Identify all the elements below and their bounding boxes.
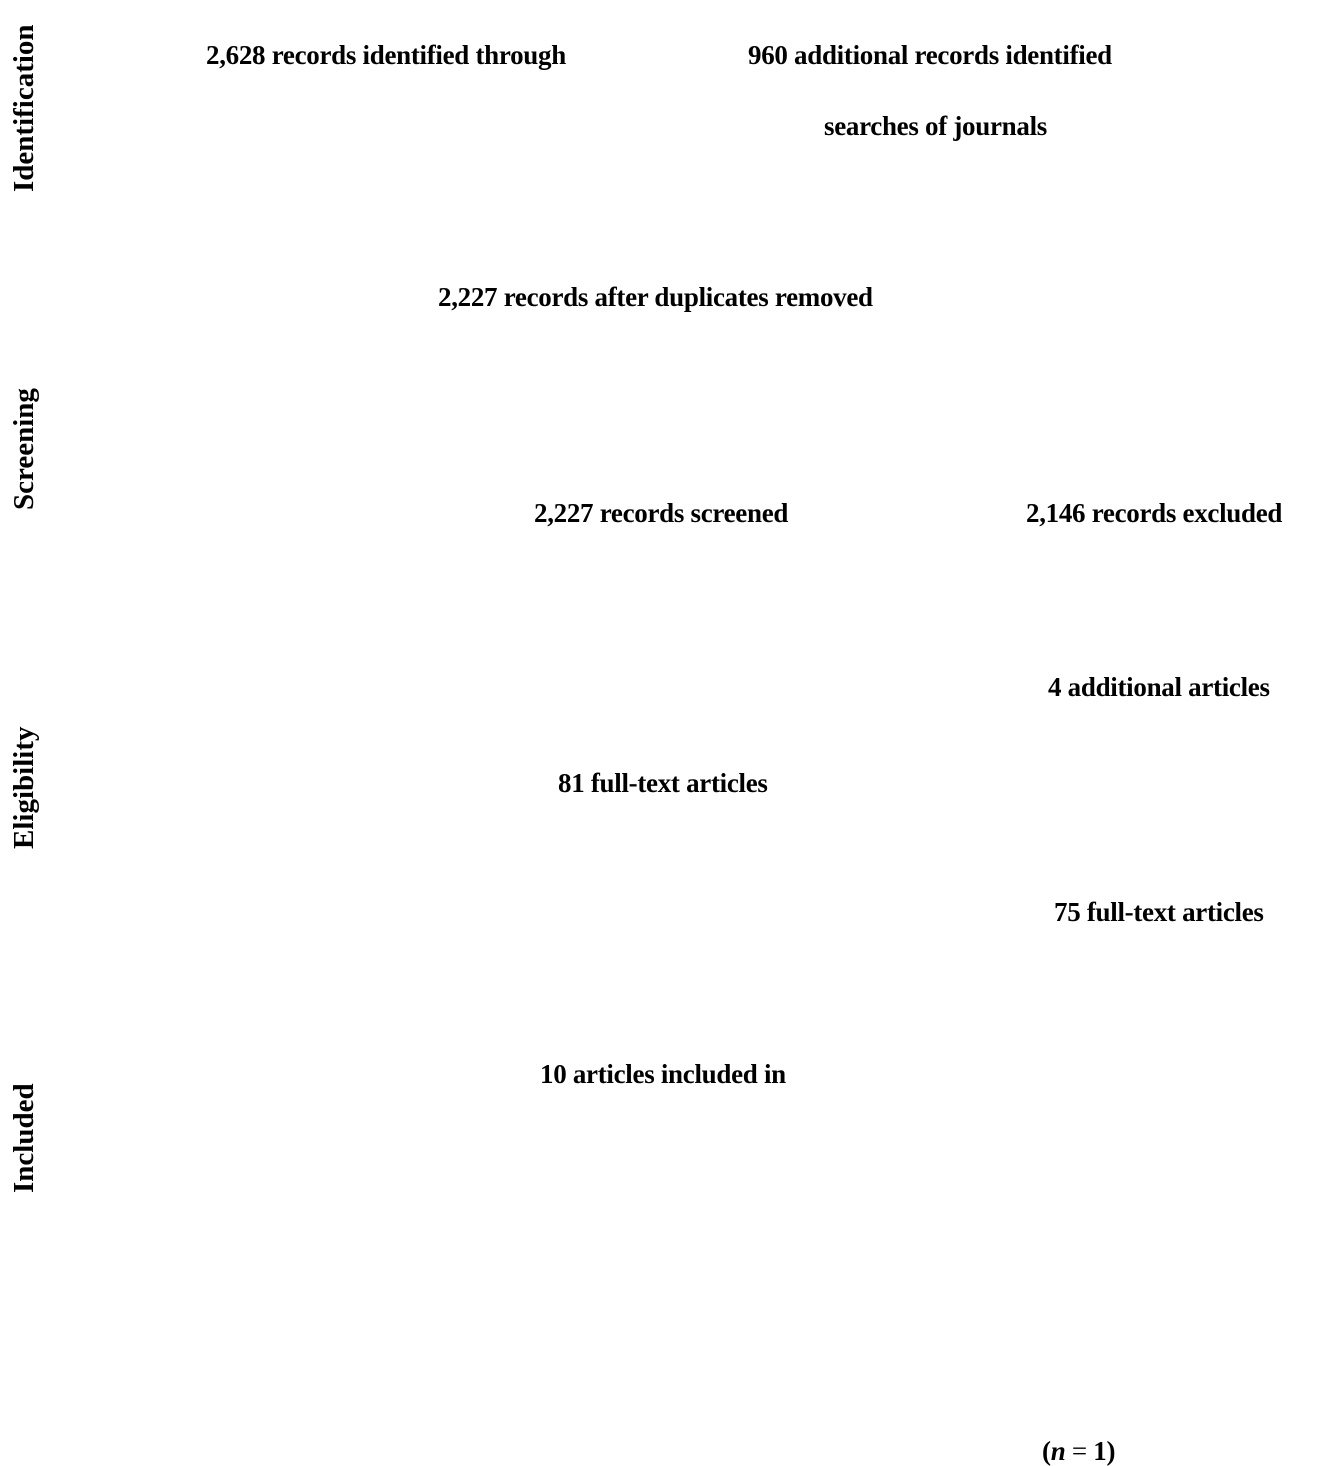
records-identified-text: 2,628 records identified through [206, 40, 566, 70]
records-excluded-text: 2,146 records excluded [1026, 498, 1283, 528]
articles-included-text: 10 articles included in [540, 1059, 786, 1089]
after-duplicates-text: 2,227 records after duplicates removed [438, 282, 873, 312]
stage-label-screening: Screening [8, 388, 40, 510]
stage-label-eligibility: Eligibility [8, 726, 40, 849]
stage-label-included: Included [8, 1083, 40, 1193]
n-symbol: n [1050, 1436, 1066, 1466]
full-text-assessed-text: 81 full-text articles [558, 768, 768, 798]
additional-records-text: 960 additional records identified [748, 40, 1112, 70]
additional-articles-text: 4 additional articles [1048, 672, 1270, 702]
equals-sign: = [1065, 1436, 1094, 1466]
full-text-excluded-text: 75 full-text articles [1054, 897, 1264, 927]
n-value: 1 [1093, 1436, 1107, 1466]
n-count-label: (n = 1) [1042, 1436, 1116, 1466]
stage-label-identification: Identification [8, 24, 40, 192]
records-screened-text: 2,227 records screened [534, 498, 789, 528]
searches-of-journals-text: searches of journals [824, 111, 1047, 141]
